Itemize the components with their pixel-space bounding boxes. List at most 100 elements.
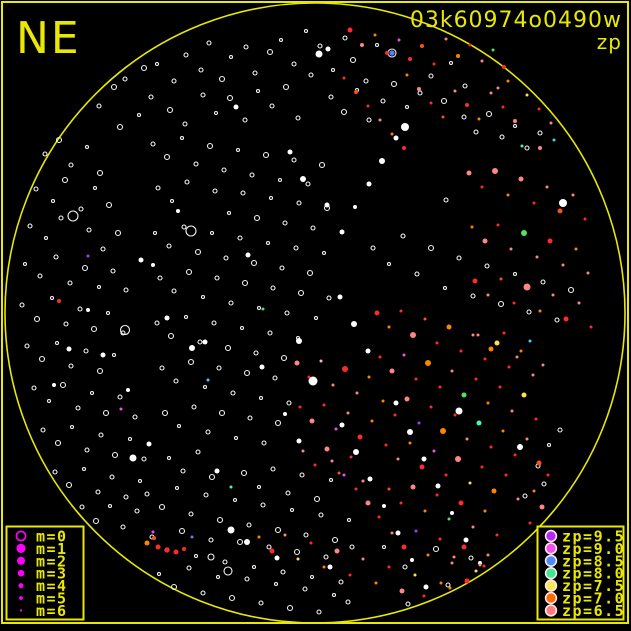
star-point (338, 579, 344, 585)
star-point (84, 447, 90, 453)
star-point (482, 564, 486, 568)
star-point (461, 544, 467, 550)
star-point (367, 476, 373, 482)
star-point (218, 409, 226, 417)
star-point (96, 103, 102, 109)
star-point (117, 394, 123, 400)
zp-legend-symbol (544, 579, 558, 592)
legend-label: zp=9.5 (562, 528, 625, 546)
star-point (355, 391, 359, 395)
star-point (523, 283, 531, 291)
star-point (389, 50, 395, 56)
star-point (402, 146, 406, 150)
star-point (215, 574, 221, 580)
star-point (216, 516, 224, 524)
zp-legend-rows: zp=9.5zp=9.0zp=8.5zp=8.0zp=7.5zp=7.0zp=6… (544, 528, 625, 620)
zp-legend-symbol (544, 566, 558, 580)
star-point (277, 177, 283, 183)
star-point (374, 310, 380, 316)
star-point (119, 324, 131, 336)
star-point (386, 261, 392, 267)
star-point (557, 208, 563, 214)
star-point (526, 309, 532, 315)
star-point (515, 355, 519, 359)
star-point (240, 469, 248, 477)
star-point (446, 324, 452, 330)
star-point (432, 545, 440, 553)
star-point (410, 484, 416, 490)
star-point (450, 369, 454, 373)
star-point (176, 209, 180, 213)
star-point (297, 289, 305, 297)
legend-label: m=2 (36, 552, 68, 570)
star-point (506, 193, 510, 197)
star-point (331, 592, 337, 598)
star-point (183, 314, 189, 320)
star-point (52, 469, 58, 475)
star-point (111, 451, 119, 459)
star-point (293, 245, 299, 251)
star-point (110, 83, 118, 91)
star-point (228, 594, 236, 602)
star-point (324, 446, 330, 452)
star-point (429, 101, 433, 105)
star-point (155, 185, 161, 191)
star-point (439, 581, 443, 585)
star-point (441, 115, 445, 119)
star-point (517, 444, 523, 450)
star-point (458, 500, 464, 506)
star-point (296, 338, 302, 344)
star-point (463, 537, 469, 543)
star-point (456, 54, 460, 58)
star-point (390, 80, 398, 88)
star-point (205, 429, 211, 435)
star-point (283, 412, 287, 416)
star-point (307, 375, 311, 379)
star-point (549, 121, 553, 125)
star-point (109, 474, 115, 480)
star-point (38, 355, 46, 363)
star-point (486, 293, 490, 297)
star-point (496, 86, 500, 90)
star-point (267, 330, 273, 336)
star-point (182, 547, 186, 551)
star-point (308, 72, 314, 78)
star-point (477, 117, 481, 121)
star-point (337, 294, 343, 300)
star-point (583, 217, 587, 221)
legend-label: zp=6.5 (562, 602, 625, 620)
star-point (123, 287, 129, 293)
star-point (361, 557, 365, 561)
star-point (440, 97, 448, 105)
star-point (96, 367, 104, 375)
star-point (488, 346, 494, 352)
zp-legend-symbol (544, 529, 558, 543)
star-point (280, 354, 288, 362)
star-point (169, 198, 175, 204)
star-point (156, 571, 162, 577)
star-point (282, 83, 290, 91)
star-point (166, 243, 172, 249)
star-point (589, 325, 593, 329)
star-point (480, 59, 484, 63)
star-point (265, 240, 271, 246)
star-point (81, 466, 87, 472)
star-point (407, 429, 413, 435)
star-point (270, 466, 276, 472)
star-point (119, 407, 123, 411)
star-point (58, 215, 64, 221)
sky-circle-boundary (4, 2, 626, 624)
star-point (122, 76, 128, 82)
star-point (154, 61, 160, 67)
star-point (366, 104, 370, 108)
star-point (321, 250, 327, 256)
star-point (552, 138, 556, 142)
star-point (309, 541, 313, 545)
star-point (197, 339, 203, 345)
star-point (303, 28, 309, 34)
star-point (187, 358, 195, 366)
star-point (484, 263, 490, 269)
star-point (378, 355, 382, 359)
legend-label: zp=8.5 (562, 552, 625, 570)
star-point (387, 565, 391, 569)
